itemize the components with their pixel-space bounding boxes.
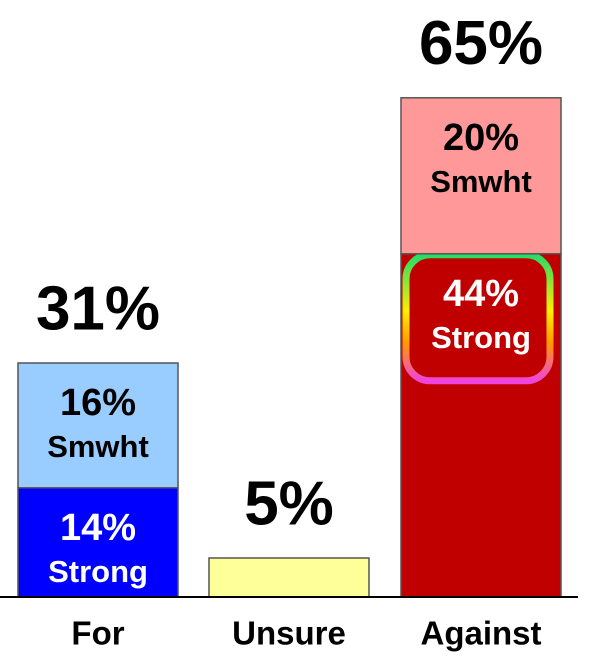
segment-label: 14% <box>60 507 136 549</box>
bar-segment <box>208 557 370 598</box>
x-tick-label: Against <box>420 615 541 652</box>
bar-segment <box>17 487 179 598</box>
segment-label: 16% <box>60 382 136 424</box>
x-tick-label: Unsure <box>232 615 346 652</box>
segment-name: Smwht <box>430 164 532 199</box>
total-label: 65% <box>419 9 543 78</box>
segment-label: 20% <box>443 117 519 159</box>
segment-label: 44% <box>443 273 519 315</box>
x-tick-label: For <box>71 615 124 652</box>
total-label: 5% <box>244 469 334 538</box>
bar-segment <box>17 362 179 489</box>
bar-segment <box>400 97 562 255</box>
segment-name: Smwht <box>47 429 149 464</box>
segment-name: Strong <box>48 554 148 589</box>
total-label: 31% <box>36 274 160 343</box>
segment-name: Strong <box>431 320 531 355</box>
highlight-box <box>402 251 554 385</box>
